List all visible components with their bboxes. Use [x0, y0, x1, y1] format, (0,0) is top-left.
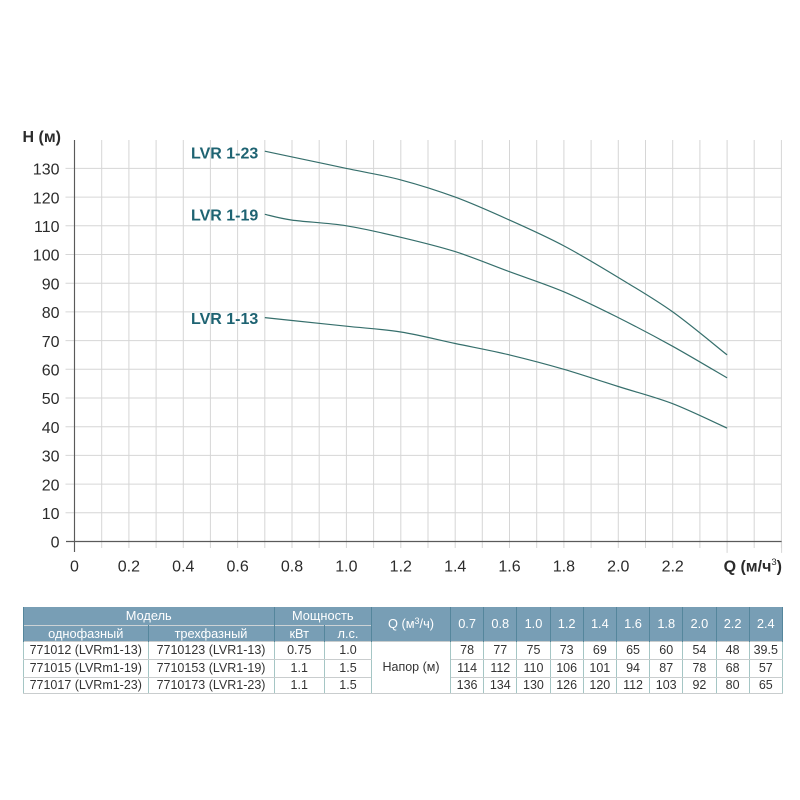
- svg-text:80: 80: [42, 305, 60, 322]
- svg-text:0: 0: [70, 559, 79, 576]
- svg-text:2.2: 2.2: [662, 559, 684, 576]
- svg-text:1.0: 1.0: [335, 559, 357, 576]
- svg-text:70: 70: [42, 334, 60, 351]
- svg-text:50: 50: [42, 391, 60, 408]
- svg-text:Q (м/ч3): Q (м/ч3): [724, 557, 782, 576]
- svg-text:1.6: 1.6: [498, 559, 520, 576]
- svg-text:LVR 1-23: LVR 1-23: [191, 145, 258, 162]
- svg-text:130: 130: [33, 162, 60, 179]
- svg-text:0.6: 0.6: [226, 559, 248, 576]
- svg-text:2.0: 2.0: [607, 559, 629, 576]
- svg-text:0: 0: [51, 535, 60, 552]
- svg-text:10: 10: [42, 506, 60, 523]
- svg-text:110: 110: [34, 219, 60, 236]
- svg-text:30: 30: [42, 449, 60, 466]
- svg-text:120: 120: [33, 190, 60, 207]
- svg-text:40: 40: [42, 420, 60, 437]
- svg-text:0.8: 0.8: [281, 559, 303, 576]
- svg-text:0.4: 0.4: [172, 559, 194, 576]
- svg-text:Н (м): Н (м): [23, 129, 62, 146]
- svg-text:0.2: 0.2: [118, 559, 140, 576]
- svg-text:1.2: 1.2: [390, 559, 412, 576]
- svg-text:1.8: 1.8: [553, 559, 575, 576]
- svg-text:90: 90: [42, 276, 60, 293]
- svg-text:LVR 1-19: LVR 1-19: [191, 208, 258, 225]
- svg-text:100: 100: [33, 248, 60, 265]
- svg-text:1.4: 1.4: [444, 559, 466, 576]
- svg-text:20: 20: [42, 477, 60, 494]
- svg-text:LVR 1-13: LVR 1-13: [191, 311, 258, 328]
- svg-text:60: 60: [42, 363, 60, 380]
